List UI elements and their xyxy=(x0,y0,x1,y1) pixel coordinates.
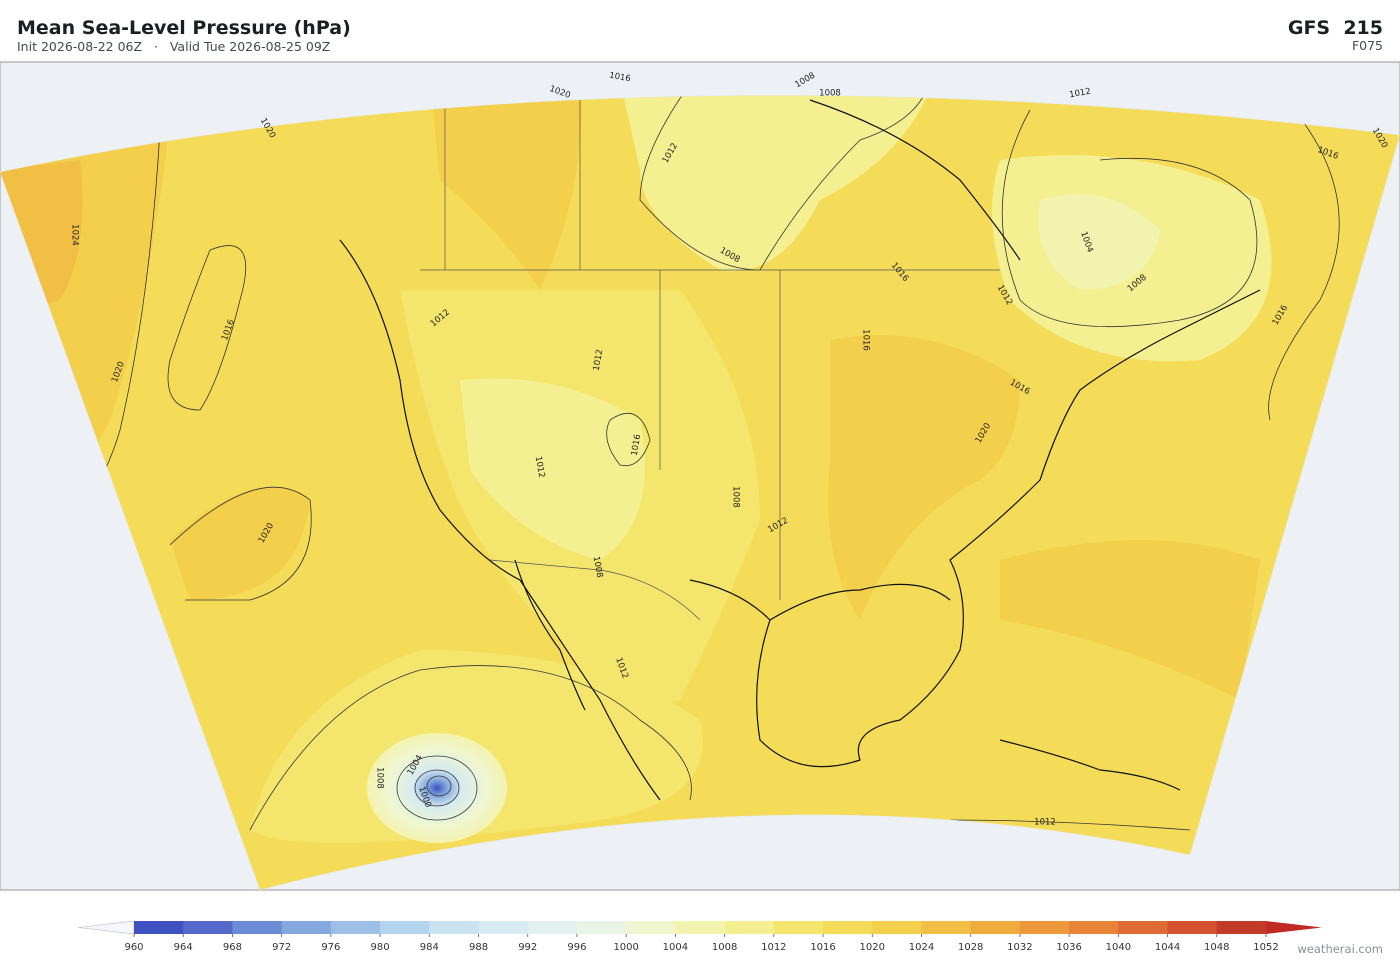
colorbar-segment xyxy=(970,921,1021,934)
contour-label: 1012 xyxy=(1034,818,1056,828)
field-region xyxy=(430,95,582,290)
colorbar-segment xyxy=(380,921,430,934)
colorbar-segment xyxy=(183,921,233,934)
colorbar: 960 964 968 972 976 980 984 988 992 996 1000 1004 10… xyxy=(77,920,1322,953)
border-line xyxy=(489,559,701,621)
contour-label: 1008 xyxy=(819,89,841,99)
brand: weatherai.com xyxy=(1297,942,1383,956)
colorbar-segment xyxy=(330,921,381,934)
forecast-hour: F075 xyxy=(1352,38,1383,53)
colorbar-tick-label: 1016 xyxy=(810,942,835,953)
field-region xyxy=(460,378,645,560)
colorbar-segment xyxy=(429,921,480,934)
contour-label: 1012 xyxy=(533,456,547,479)
colorbar-tick-label: 968 xyxy=(223,942,242,953)
colorbar-under xyxy=(77,920,135,935)
colorbar-segment xyxy=(626,921,676,934)
contour-label: 1016 xyxy=(630,434,644,457)
colorbar-segment xyxy=(1019,921,1070,934)
coastline xyxy=(514,559,586,711)
colorbar-tick-label: 1032 xyxy=(1007,942,1032,953)
colorbar-tick-label: 1004 xyxy=(663,942,688,953)
colorbar-tick-label: 1044 xyxy=(1155,942,1180,953)
colorbar-tick-label: 1048 xyxy=(1204,942,1229,953)
border-line xyxy=(444,95,781,600)
colorbar-segment xyxy=(1167,921,1218,934)
contour-label: 1016 xyxy=(861,329,871,351)
contour-line xyxy=(249,665,692,831)
colorbar-tick-label: 960 xyxy=(124,942,143,953)
colorbar-segment xyxy=(724,921,775,934)
colorbar-tick-label: 1024 xyxy=(909,942,934,953)
hurricane-low xyxy=(367,733,507,843)
map-subtitle: Init 2026-08-22 06Z · Valid Tue 2026-08-… xyxy=(17,39,330,54)
colorbar-tick-label: 1008 xyxy=(712,942,737,953)
colorbar-segment xyxy=(773,921,824,934)
colorbar-tick-label: 1000 xyxy=(613,942,638,953)
colorbar-segment xyxy=(281,921,332,934)
coastline xyxy=(809,99,1021,261)
contour-label: 1016 xyxy=(608,71,631,85)
colorbar-tick-label: 1020 xyxy=(860,942,885,953)
colorbar-over xyxy=(1266,921,1322,934)
colorbar-tick-label: 996 xyxy=(567,942,586,953)
colorbar-segment xyxy=(1216,921,1267,934)
contour-line xyxy=(167,245,247,411)
model-name: GFS 215 xyxy=(1288,17,1383,39)
contour-label: 1008 xyxy=(731,486,741,508)
colorbar-segment xyxy=(872,921,922,934)
contour-line xyxy=(606,412,651,467)
colorbar-segment xyxy=(675,921,726,934)
domain-outline xyxy=(0,94,1400,891)
coastline xyxy=(689,289,1261,768)
contour-label: 1024 xyxy=(70,224,80,246)
colorbar-tick-label: 976 xyxy=(321,942,340,953)
coastline xyxy=(769,583,951,621)
colorbar-tick-label: 1040 xyxy=(1106,942,1131,953)
colorbar-tick-label: 1028 xyxy=(958,942,983,953)
colorbar-segment xyxy=(921,921,972,934)
header-bg xyxy=(0,0,1400,62)
contour-label: 1012 xyxy=(592,349,606,372)
colorbar-tick-label: 1012 xyxy=(761,942,786,953)
pressure-field xyxy=(0,95,1400,890)
colorbar-segment xyxy=(823,921,873,934)
field-region xyxy=(1038,194,1160,290)
contour-line xyxy=(169,486,312,601)
contour-line xyxy=(414,769,460,807)
map-title: Mean Sea-Level Pressure (hPa) xyxy=(17,17,351,39)
colorbar-tick-label: 988 xyxy=(469,942,488,953)
coastline xyxy=(339,239,661,801)
contour-line xyxy=(1268,104,1340,421)
coastline xyxy=(999,739,1181,791)
colorbar-segment xyxy=(1069,921,1119,934)
colorbar-tick-label: 992 xyxy=(518,942,537,953)
field-region xyxy=(1000,540,1260,700)
colorbar-tick-label: 1036 xyxy=(1056,942,1081,953)
colorbar-segment xyxy=(576,921,627,934)
field-region xyxy=(620,95,930,272)
colorbar-tick-label: 984 xyxy=(420,942,439,953)
contour-line xyxy=(949,819,1191,831)
colorbar-segment xyxy=(1118,921,1169,934)
contour-label: 1012 xyxy=(1069,87,1092,101)
colorbar-segment xyxy=(232,921,283,934)
colorbar-tick-label: 972 xyxy=(272,942,291,953)
colorbar-tick-label: 964 xyxy=(174,942,193,953)
contour-line xyxy=(426,775,452,797)
colorbar-tick-label: 1052 xyxy=(1253,942,1278,953)
contour-label: 1008 xyxy=(591,556,605,579)
contour-line xyxy=(396,755,478,821)
colorbar-segment xyxy=(478,921,529,934)
contour-line xyxy=(1001,109,1258,328)
colorbar-tick-label: 980 xyxy=(371,942,390,953)
colorbar-segment xyxy=(134,921,184,934)
contour-label: 1008 xyxy=(375,767,385,789)
colorbar-segment xyxy=(527,921,578,934)
field-region xyxy=(828,335,1020,620)
field-region xyxy=(170,486,310,600)
